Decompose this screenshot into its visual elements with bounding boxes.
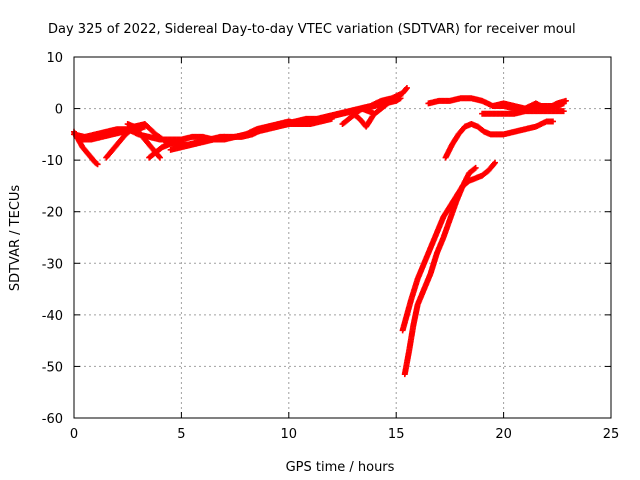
data-point bbox=[155, 153, 162, 160]
x-tick-label: 25 bbox=[603, 427, 620, 442]
data-point bbox=[472, 164, 479, 171]
series-arc-7 bbox=[167, 133, 228, 153]
data-point bbox=[471, 165, 478, 172]
chart-title: Day 325 of 2022, Sidereal Day-to-day VTE… bbox=[48, 22, 576, 37]
data-point bbox=[397, 92, 404, 99]
data-point bbox=[94, 161, 101, 168]
data-points bbox=[71, 84, 569, 378]
data-point bbox=[492, 159, 499, 166]
y-tick-label: -20 bbox=[42, 206, 63, 221]
axis-ticks: 0 5 10 15 20 25 -60 -50 -40 -30 -20 -10 0 10 bbox=[42, 51, 620, 442]
plot-frame bbox=[73, 56, 612, 419]
y-tick-label: -10 bbox=[42, 154, 63, 169]
x-tick-label: 10 bbox=[281, 427, 298, 442]
y-tick-label: -40 bbox=[42, 309, 63, 324]
x-tick-label: 0 bbox=[70, 427, 78, 442]
x-tick-label: 5 bbox=[177, 427, 185, 442]
y-tick-label: -30 bbox=[42, 257, 63, 272]
data-point bbox=[328, 115, 335, 122]
x-tick-label: 20 bbox=[495, 427, 512, 442]
y-tick-label: 0 bbox=[55, 103, 63, 118]
y-axis-title: SDTVAR / TECUs bbox=[8, 185, 23, 292]
series-arc-13 bbox=[489, 97, 569, 112]
data-point bbox=[221, 133, 228, 140]
series-arc-14 bbox=[442, 118, 557, 161]
data-point bbox=[403, 84, 410, 91]
x-tick-label: 15 bbox=[388, 427, 405, 442]
y-tick-label: -50 bbox=[42, 360, 63, 375]
series-arc-16 bbox=[401, 164, 479, 378]
data-point bbox=[550, 118, 557, 125]
data-point bbox=[178, 139, 185, 146]
data-point bbox=[141, 123, 148, 130]
data-point bbox=[491, 160, 498, 167]
data-point bbox=[562, 97, 569, 104]
series-arc-8 bbox=[232, 115, 335, 140]
x-axis-title: GPS time / hours bbox=[286, 460, 395, 475]
grid-lines bbox=[74, 57, 611, 418]
series-arc-10 bbox=[350, 110, 376, 130]
series-arc-6 bbox=[146, 139, 185, 161]
series-arc-9 bbox=[339, 92, 404, 128]
data-point bbox=[560, 108, 567, 115]
data-point bbox=[403, 85, 410, 92]
data-point bbox=[156, 154, 163, 161]
y-tick-label: -60 bbox=[42, 412, 63, 427]
data-point bbox=[369, 113, 376, 120]
y-tick-label: 10 bbox=[46, 51, 63, 66]
